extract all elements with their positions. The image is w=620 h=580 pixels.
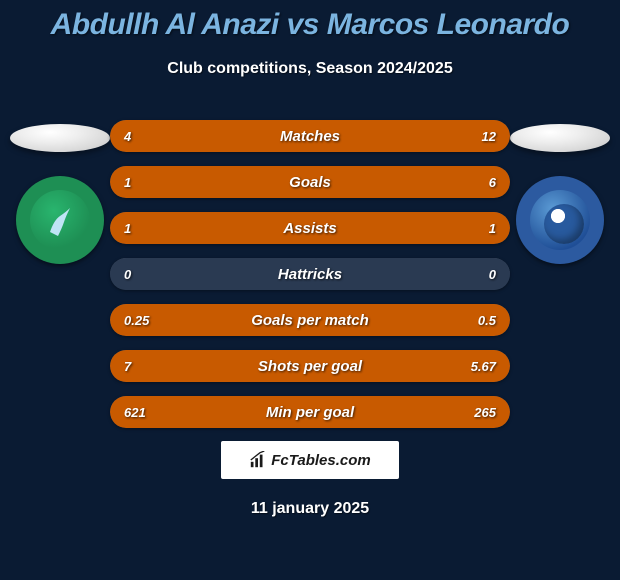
club-crest-left xyxy=(16,176,104,264)
stat-row: Matches412 xyxy=(110,120,510,152)
player-photo-left xyxy=(10,124,110,152)
stat-row: Hattricks00 xyxy=(110,258,510,290)
comparison-infographic: Abdullh Al Anazi vs Marcos Leonardo Club… xyxy=(0,0,620,580)
stat-row: Shots per goal75.67 xyxy=(110,350,510,382)
bar-fill-full xyxy=(110,166,510,198)
stat-row: Goals per match0.250.5 xyxy=(110,304,510,336)
player-photo-right xyxy=(510,124,610,152)
comparison-bars: Matches412 Goals16 Assists11 Hattricks00 Goa… xyxy=(110,120,510,442)
stat-row: Assists11 xyxy=(110,212,510,244)
brand-badge[interactable]: FcTables.com xyxy=(220,440,400,480)
stat-row: Goals16 xyxy=(110,166,510,198)
club-crest-right xyxy=(516,176,604,264)
stat-row: Min per goal621265 xyxy=(110,396,510,428)
page-title: Abdullh Al Anazi vs Marcos Leonardo xyxy=(0,8,620,42)
bar-fill-full xyxy=(110,212,510,244)
publish-date: 11 january 2025 xyxy=(0,500,620,518)
runner-icon xyxy=(40,202,80,242)
page-subtitle: Club competitions, Season 2024/2025 xyxy=(0,60,620,78)
chart-icon xyxy=(249,451,267,469)
ball-icon xyxy=(544,204,584,244)
bar-fill-full xyxy=(110,258,510,290)
brand-text: FcTables.com xyxy=(271,452,370,469)
